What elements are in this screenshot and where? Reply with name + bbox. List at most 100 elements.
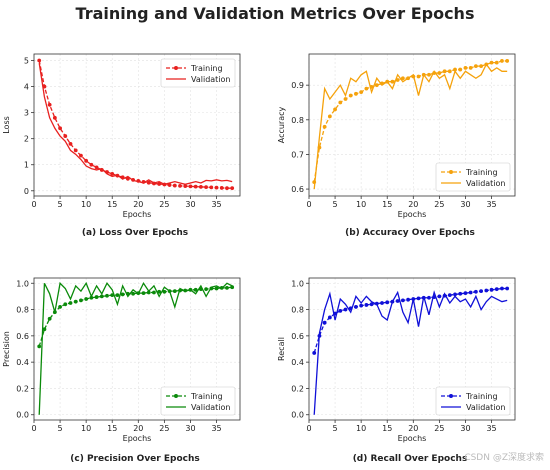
legend-label-training: Training bbox=[465, 392, 498, 401]
y-tick-label: 3 bbox=[24, 109, 29, 118]
x-tick-label: 20 bbox=[408, 424, 418, 433]
training-point bbox=[494, 287, 499, 292]
y-tick-label: 5 bbox=[24, 57, 29, 66]
training-point bbox=[63, 302, 68, 307]
training-point bbox=[327, 315, 332, 320]
training-point bbox=[489, 287, 494, 292]
x-tick-label: 25 bbox=[434, 424, 444, 433]
training-point bbox=[354, 91, 358, 96]
training-point bbox=[348, 93, 353, 98]
y-tick-label: 0.7 bbox=[291, 150, 304, 159]
training-point bbox=[47, 102, 52, 107]
y-axis-label: Precision bbox=[2, 331, 11, 367]
training-point bbox=[458, 67, 463, 72]
training-point bbox=[437, 71, 442, 75]
training-point bbox=[225, 285, 229, 290]
training-point bbox=[73, 148, 78, 153]
training-point bbox=[338, 100, 343, 105]
training-point bbox=[473, 64, 478, 69]
x-tick-label: 25 bbox=[159, 424, 169, 433]
training-point bbox=[447, 293, 452, 297]
precision-chart: 0 5 10 15 20 25 30 35 0.0 0.2 0.4 0.6 0.8 1.0 Epochs Pr… bbox=[2, 277, 241, 443]
training-point bbox=[157, 182, 162, 186]
training-point bbox=[437, 294, 442, 299]
x-tick-label: 25 bbox=[434, 200, 444, 209]
legend-box bbox=[435, 162, 511, 192]
x-axis-label: Epochs bbox=[123, 434, 152, 443]
training-point bbox=[214, 185, 219, 190]
panel-precision: 0 5 10 15 20 25 30 35 0.0 0.2 0.4 0.6 0.8 1.0 Epochs Pr… bbox=[0, 270, 270, 470]
caption-precision: (c) Precision Over Epochs bbox=[70, 454, 200, 464]
training-point bbox=[473, 289, 478, 294]
training-point bbox=[105, 293, 109, 298]
x-tick-label: 5 bbox=[333, 424, 338, 433]
y-tick-label: 0.4 bbox=[16, 358, 29, 367]
training-line bbox=[313, 287, 508, 354]
training-point bbox=[468, 65, 473, 70]
x-tick-label: 35 bbox=[486, 200, 496, 209]
legend-label-training: Training bbox=[190, 64, 223, 73]
recall-chart: 0 5 10 15 20 25 30 35 0.0 0.2 0.4 0.6 0.8 1.0 Epochs Re… bbox=[277, 277, 516, 443]
x-tick-label: 10 bbox=[81, 424, 91, 433]
legend-label-training: Training bbox=[465, 168, 498, 177]
training-point bbox=[338, 308, 343, 313]
y-tick-label: 4 bbox=[24, 83, 29, 92]
training-point bbox=[354, 305, 358, 309]
x-tick-label: 30 bbox=[460, 424, 470, 433]
training-point bbox=[395, 299, 400, 303]
y-tick-label: 1 bbox=[24, 161, 29, 170]
training-point bbox=[99, 294, 104, 299]
training-point bbox=[63, 134, 68, 138]
x-tick-label: 20 bbox=[133, 200, 143, 209]
training-point bbox=[94, 295, 99, 299]
training-point bbox=[178, 183, 182, 188]
training-point bbox=[219, 186, 224, 190]
legend-label-validation: Validation bbox=[191, 75, 231, 84]
training-point bbox=[47, 316, 52, 321]
training-point bbox=[188, 184, 193, 189]
training-point bbox=[94, 165, 99, 170]
training-point bbox=[406, 297, 410, 302]
panel-accuracy: 0 5 10 15 20 25 30 35 0.6 0.7 0.8 0.9 Epochs Accuracy… bbox=[275, 46, 545, 246]
watermark: CSDN @Z深度求索 bbox=[464, 453, 544, 463]
training-point bbox=[183, 184, 188, 188]
training-point bbox=[400, 76, 405, 81]
training-point bbox=[131, 291, 135, 296]
y-tick-label: 1.0 bbox=[16, 279, 29, 288]
training-point bbox=[364, 86, 369, 91]
training-point bbox=[453, 292, 457, 297]
training-point bbox=[193, 184, 198, 189]
legend-label-training: Training bbox=[190, 392, 223, 401]
x-tick-label: 10 bbox=[81, 200, 91, 209]
training-point bbox=[52, 115, 57, 120]
x-tick-label: 20 bbox=[408, 200, 418, 209]
training-point bbox=[468, 290, 473, 295]
y-tick-label: 0 bbox=[24, 187, 29, 196]
validation-line bbox=[313, 63, 508, 190]
legend-box bbox=[160, 58, 236, 88]
y-tick-label: 0.4 bbox=[291, 358, 304, 367]
training-point bbox=[230, 186, 235, 191]
training-point bbox=[343, 307, 348, 312]
training-point bbox=[37, 344, 42, 349]
panel-loss: 0 5 10 15 20 25 30 35 0 1 2 3 4 5 Epochs Loss Training Va… bbox=[0, 46, 270, 246]
training-point bbox=[167, 183, 172, 187]
x-tick-label: 5 bbox=[58, 200, 63, 209]
training-point bbox=[146, 180, 151, 185]
y-tick-label: 0.9 bbox=[291, 81, 304, 90]
training-point bbox=[479, 64, 484, 69]
y-axis-label: Loss bbox=[2, 116, 11, 134]
training-point bbox=[343, 97, 348, 101]
x-tick-label: 0 bbox=[306, 200, 311, 209]
training-point bbox=[463, 65, 468, 70]
y-tick-label: 0.2 bbox=[291, 384, 304, 393]
legend-label-validation: Validation bbox=[191, 403, 231, 412]
training-point bbox=[162, 289, 167, 294]
training-point bbox=[58, 305, 62, 309]
x-tick-label: 15 bbox=[107, 200, 117, 209]
training-point bbox=[505, 59, 510, 63]
x-tick-label: 20 bbox=[133, 424, 143, 433]
training-point bbox=[390, 79, 395, 84]
y-tick-label: 0.6 bbox=[16, 332, 29, 341]
validation-line bbox=[38, 281, 233, 415]
